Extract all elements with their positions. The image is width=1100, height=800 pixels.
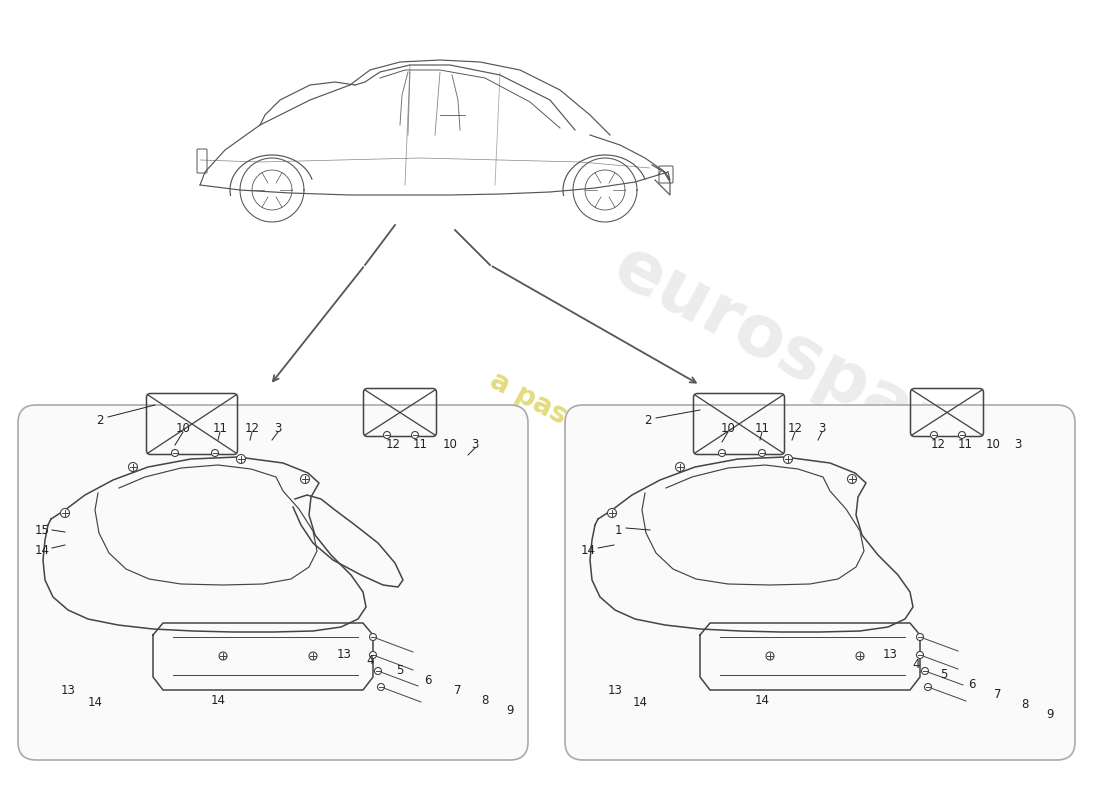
Text: 4: 4 (912, 658, 920, 671)
Circle shape (370, 634, 376, 641)
Text: 4: 4 (366, 654, 374, 666)
Text: 13: 13 (60, 683, 76, 697)
Circle shape (374, 667, 382, 674)
Text: 5: 5 (396, 663, 404, 677)
Text: 11: 11 (212, 422, 228, 434)
Text: 2: 2 (97, 414, 103, 426)
FancyBboxPatch shape (565, 405, 1075, 760)
Circle shape (675, 462, 684, 471)
Text: 9: 9 (506, 703, 514, 717)
Text: 6: 6 (968, 678, 976, 691)
Circle shape (384, 431, 390, 438)
Circle shape (718, 450, 726, 457)
Circle shape (958, 431, 966, 438)
Text: 7: 7 (454, 683, 462, 697)
Text: 14: 14 (581, 543, 595, 557)
Text: 12: 12 (385, 438, 400, 451)
Circle shape (847, 474, 857, 483)
Text: 1: 1 (614, 523, 622, 537)
Text: 12: 12 (931, 438, 946, 451)
Circle shape (377, 683, 385, 690)
Text: 10: 10 (720, 422, 736, 434)
Circle shape (856, 652, 864, 660)
Text: 11: 11 (755, 422, 770, 434)
Text: 12: 12 (788, 422, 803, 434)
Text: 13: 13 (607, 683, 623, 697)
Text: 7: 7 (994, 689, 1002, 702)
Circle shape (607, 509, 616, 518)
Text: 13: 13 (882, 649, 898, 662)
Circle shape (300, 474, 309, 483)
Circle shape (916, 651, 924, 658)
Text: 11: 11 (957, 438, 972, 451)
Text: 10: 10 (442, 438, 458, 451)
Text: a passion for parts since 1985: a passion for parts since 1985 (485, 366, 915, 614)
Text: 9: 9 (1046, 709, 1054, 722)
Circle shape (783, 454, 792, 463)
Text: 13: 13 (337, 649, 351, 662)
Circle shape (759, 450, 766, 457)
Text: 15: 15 (34, 523, 50, 537)
Text: eurospares: eurospares (602, 232, 1038, 508)
Text: 10: 10 (176, 422, 190, 434)
Circle shape (211, 450, 219, 457)
Circle shape (370, 651, 376, 658)
Circle shape (60, 509, 69, 518)
Circle shape (172, 450, 178, 457)
Text: 3: 3 (1014, 438, 1022, 451)
Circle shape (411, 431, 418, 438)
Text: 14: 14 (34, 543, 50, 557)
Text: 14: 14 (210, 694, 225, 706)
Circle shape (129, 462, 138, 471)
Circle shape (219, 652, 227, 660)
Text: 8: 8 (1021, 698, 1028, 711)
Text: 6: 6 (425, 674, 431, 686)
Circle shape (922, 667, 928, 674)
Text: 14: 14 (632, 695, 648, 709)
Circle shape (766, 652, 774, 660)
Text: 11: 11 (412, 438, 428, 451)
Circle shape (916, 634, 924, 641)
FancyBboxPatch shape (18, 405, 528, 760)
Circle shape (931, 431, 937, 438)
Text: 8: 8 (482, 694, 488, 706)
Text: 3: 3 (818, 422, 826, 434)
Circle shape (309, 652, 317, 660)
Text: 14: 14 (88, 695, 102, 709)
Text: 3: 3 (471, 438, 478, 451)
Circle shape (924, 683, 932, 690)
Text: 12: 12 (244, 422, 260, 434)
Text: 2: 2 (645, 414, 651, 426)
Text: 3: 3 (274, 422, 282, 434)
Text: 10: 10 (986, 438, 1000, 451)
Text: 14: 14 (755, 694, 770, 706)
Text: 5: 5 (940, 669, 948, 682)
Circle shape (236, 454, 245, 463)
